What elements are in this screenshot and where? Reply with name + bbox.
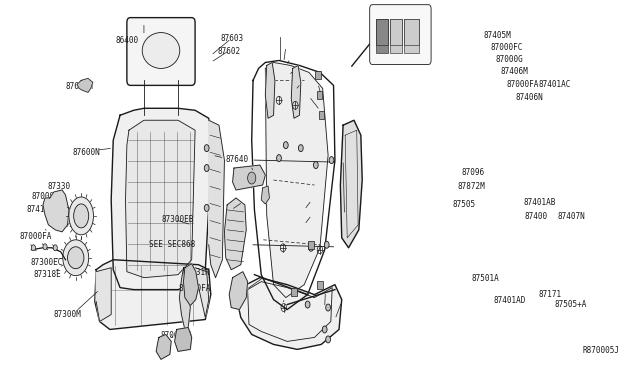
Polygon shape [266, 62, 328, 298]
Polygon shape [266, 62, 275, 118]
Circle shape [308, 244, 314, 251]
FancyBboxPatch shape [370, 5, 431, 64]
Text: 87318E: 87318E [55, 220, 83, 229]
Text: 87000FA: 87000FA [31, 192, 64, 201]
Circle shape [323, 326, 327, 333]
Polygon shape [179, 268, 190, 330]
Text: 87617M: 87617M [65, 82, 93, 92]
Circle shape [305, 301, 310, 308]
Ellipse shape [74, 204, 89, 228]
Polygon shape [125, 120, 195, 278]
Polygon shape [175, 327, 191, 352]
Polygon shape [111, 108, 212, 290]
Text: 87000FA: 87000FA [19, 232, 51, 241]
FancyBboxPatch shape [127, 17, 195, 86]
Ellipse shape [142, 33, 180, 68]
Circle shape [298, 145, 303, 152]
Circle shape [31, 245, 35, 251]
Bar [317, 92, 322, 99]
Ellipse shape [68, 247, 84, 269]
Circle shape [314, 161, 318, 169]
Polygon shape [340, 120, 362, 248]
Text: 87096: 87096 [462, 168, 485, 177]
Circle shape [43, 244, 47, 250]
Polygon shape [43, 190, 69, 232]
Text: 87300EC: 87300EC [30, 258, 62, 267]
Polygon shape [96, 268, 111, 321]
Bar [404, 19, 419, 45]
Polygon shape [261, 186, 269, 204]
Text: 87000FC: 87000FC [490, 42, 523, 52]
Text: 87401AB: 87401AB [523, 198, 556, 207]
Bar [315, 71, 321, 79]
Text: 87300EB: 87300EB [162, 215, 194, 224]
Circle shape [248, 172, 256, 184]
Polygon shape [291, 65, 301, 118]
Text: 87000FA: 87000FA [179, 283, 211, 293]
Circle shape [276, 155, 282, 161]
Text: 87318E: 87318E [33, 270, 61, 279]
Text: 87000FA: 87000FA [507, 80, 539, 89]
Text: 87872M: 87872M [458, 182, 486, 191]
Polygon shape [238, 278, 342, 349]
Circle shape [326, 336, 330, 343]
Text: 87640: 87640 [226, 155, 249, 164]
Polygon shape [184, 264, 198, 305]
Text: 87405M: 87405M [484, 31, 511, 39]
Text: 87603: 87603 [220, 33, 243, 42]
Text: 87505+A: 87505+A [554, 299, 587, 309]
Bar [308, 241, 314, 249]
Circle shape [329, 157, 334, 164]
Polygon shape [156, 334, 172, 359]
Bar [376, 19, 388, 52]
Polygon shape [209, 120, 225, 278]
Circle shape [326, 304, 330, 311]
Polygon shape [195, 268, 209, 318]
Ellipse shape [63, 240, 89, 276]
Text: 87602: 87602 [218, 46, 241, 55]
Text: 87505: 87505 [453, 200, 476, 209]
Text: R870005J: R870005J [582, 346, 620, 355]
Text: 87300EC: 87300EC [52, 207, 85, 216]
Text: 87000G: 87000G [496, 55, 524, 64]
Bar [390, 19, 403, 45]
Bar [390, 19, 403, 52]
Circle shape [284, 142, 288, 149]
Polygon shape [225, 198, 246, 270]
Text: 87407N: 87407N [558, 212, 586, 221]
Bar [404, 19, 419, 52]
Circle shape [204, 145, 209, 152]
Text: SEE SEC868: SEE SEC868 [149, 240, 196, 249]
Text: 87000FA: 87000FA [161, 331, 193, 340]
Text: 8741B: 8741B [27, 205, 50, 214]
Bar [291, 288, 297, 296]
Polygon shape [77, 78, 93, 92]
Ellipse shape [69, 197, 93, 235]
Circle shape [324, 241, 329, 248]
Polygon shape [95, 260, 211, 330]
Circle shape [204, 164, 209, 171]
Text: 87331N: 87331N [182, 268, 210, 277]
Text: 87401AC: 87401AC [538, 80, 570, 89]
Text: 87406N: 87406N [516, 93, 543, 102]
Text: 87401AD: 87401AD [493, 296, 525, 305]
Bar [376, 19, 388, 45]
Text: 87501A: 87501A [471, 274, 499, 283]
Bar [317, 280, 323, 289]
Bar [319, 111, 324, 119]
Text: 86400: 86400 [115, 36, 138, 45]
Polygon shape [232, 165, 266, 190]
Polygon shape [229, 272, 248, 310]
Text: 87171: 87171 [539, 290, 562, 299]
Text: 87600N: 87600N [72, 148, 100, 157]
Circle shape [204, 205, 209, 211]
Text: 87330: 87330 [47, 182, 70, 191]
Circle shape [53, 245, 58, 251]
Text: 87400: 87400 [525, 212, 548, 221]
Text: 87406M: 87406M [500, 67, 529, 76]
Text: 87300M: 87300M [54, 310, 82, 318]
